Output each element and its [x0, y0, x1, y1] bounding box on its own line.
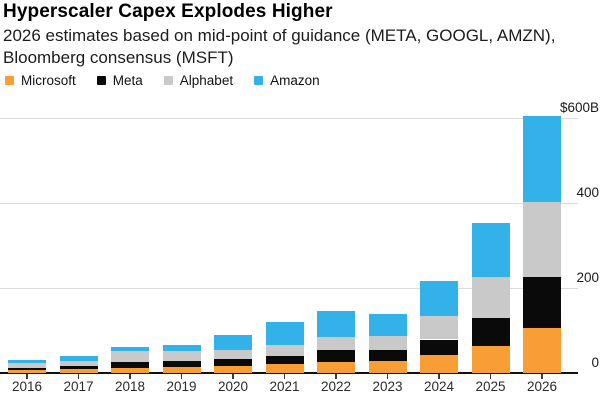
x-axis-label: 2018 — [114, 379, 146, 394]
bar-segment-microsoft — [471, 345, 510, 373]
legend-item-meta: Meta — [96, 73, 143, 88]
legend-swatch-icon — [254, 76, 264, 85]
bar-segment-meta — [471, 318, 510, 346]
bar-segment-microsoft — [162, 367, 201, 373]
legend-swatch-icon — [96, 76, 106, 85]
bar-segment-microsoft — [265, 364, 304, 373]
x-axis-label: 2021 — [269, 379, 300, 394]
bar-segment-meta — [265, 356, 304, 365]
y-axis-label: $600B — [559, 100, 599, 115]
bar-segment-meta — [523, 276, 561, 329]
bar-segment-meta — [59, 366, 98, 370]
legend-label: Alphabet — [179, 73, 234, 88]
x-axis-label: 2026 — [526, 379, 558, 394]
y-axis-label: 0 — [591, 355, 599, 370]
legend-label: Meta — [112, 73, 143, 88]
x-axis-tick — [77, 374, 80, 379]
bar-segment-alphabet — [162, 350, 201, 361]
bar-segment-amazon — [59, 356, 98, 361]
bar-segment-microsoft — [214, 365, 252, 373]
x-axis-tick — [232, 374, 234, 379]
bar-segment-amazon — [420, 281, 458, 316]
bar-segment-amazon — [368, 313, 407, 336]
x-axis-label: 2022 — [320, 379, 352, 394]
bar-segment-alphabet — [59, 360, 98, 367]
x-axis-line — [0, 372, 578, 374]
chart-subtitle: 2026 estimates based on mid-point of gui… — [3, 26, 556, 67]
legend-label: Amazon — [270, 73, 320, 88]
x-axis-label: 2020 — [217, 379, 249, 394]
x-axis-tick — [129, 374, 131, 379]
bar-segment-amazon — [317, 310, 355, 337]
x-axis-tick — [489, 374, 492, 379]
bar-segment-alphabet — [214, 349, 252, 359]
bar-segment-amazon — [162, 345, 201, 351]
bar-segment-amazon — [265, 321, 304, 346]
x-axis-label: 2019 — [166, 379, 197, 394]
x-axis-label: 2023 — [372, 379, 403, 394]
legend-swatch-icon — [5, 76, 14, 85]
legend-item-microsoft: Microsoft — [5, 73, 76, 88]
x-axis-tick — [283, 374, 286, 379]
bar-segment-microsoft — [59, 369, 98, 373]
bar-segment-alphabet — [471, 277, 510, 319]
bar-segment-meta — [317, 349, 355, 363]
bar-segment-alphabet — [8, 363, 46, 368]
bar-segment-microsoft — [317, 362, 355, 373]
x-axis-tick — [541, 374, 543, 379]
legend-label: Microsoft — [21, 73, 76, 88]
bar-segment-meta — [368, 349, 407, 362]
x-axis-tick — [335, 374, 337, 379]
bar-segment-alphabet — [523, 202, 561, 277]
bar-segment-meta — [420, 339, 458, 356]
y-axis-label: 200 — [576, 270, 599, 285]
bar-segment-amazon — [214, 334, 252, 350]
legend-item-amazon: Amazon — [254, 73, 320, 88]
bar-segment-alphabet — [265, 345, 304, 356]
bar-segment-meta — [214, 359, 252, 366]
x-axis-label: 2024 — [423, 379, 455, 394]
x-axis-tick — [386, 374, 389, 379]
bar-segment-meta — [162, 360, 201, 367]
x-axis-tick — [438, 374, 440, 379]
bar-segment-microsoft — [111, 367, 149, 373]
bar-segment-amazon — [471, 223, 510, 278]
bar-segment-alphabet — [420, 315, 458, 340]
bar-segment-alphabet — [317, 336, 355, 350]
bar-segment-amazon — [523, 115, 561, 203]
bar-segment-microsoft — [523, 328, 561, 373]
bar-segment-microsoft — [420, 355, 458, 373]
y-axis-label: 400 — [576, 185, 599, 200]
chart-title: Hyperscaler Capex Explodes Higher — [3, 1, 333, 22]
x-axis-label: 2017 — [63, 379, 94, 394]
gridline-400 — [0, 203, 578, 204]
gridline-600 — [0, 118, 578, 119]
bar-segment-amazon — [8, 359, 46, 364]
bar-segment-microsoft — [8, 369, 46, 373]
bar-segment-meta — [111, 361, 149, 368]
bar-segment-alphabet — [368, 336, 407, 350]
bar-segment-alphabet — [111, 351, 149, 362]
x-axis-label: 2025 — [475, 379, 506, 394]
bar-segment-amazon — [111, 346, 149, 352]
x-axis-tick — [26, 374, 28, 379]
x-axis-tick — [180, 374, 183, 379]
x-axis-label: 2016 — [11, 379, 43, 394]
bar-segment-microsoft — [368, 361, 407, 373]
gridline-200 — [0, 288, 578, 289]
chart-legend: Microsoft Meta Alphabet Amazon — [5, 73, 320, 88]
legend-item-alphabet: Alphabet — [163, 73, 234, 88]
legend-swatch-icon — [163, 76, 173, 85]
bar-segment-meta — [8, 367, 46, 370]
